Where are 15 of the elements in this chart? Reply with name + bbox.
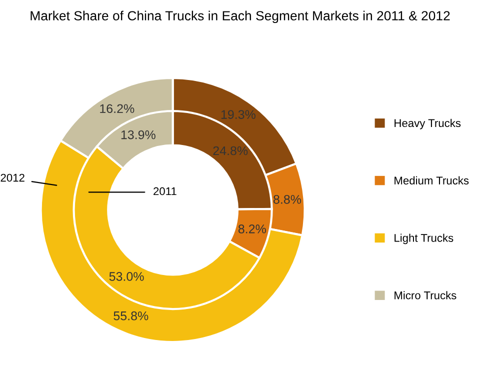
data-label: 13.9%	[121, 130, 156, 140]
data-label: 53.0%	[109, 272, 144, 281]
data-label: 24.8%	[213, 146, 248, 156]
legend-label: Light Trucks	[394, 234, 454, 244]
legend-label: Micro Trucks	[394, 291, 456, 300]
data-label: 8.2%	[238, 224, 266, 234]
data-label: 55.8%	[114, 311, 148, 320]
data-label: 16.2%	[100, 104, 134, 114]
data-label: 19.3%	[221, 110, 256, 119]
slice-label: 2012	[0, 174, 24, 182]
data-label: 8.8%	[274, 194, 302, 204]
legend-label: Heavy Trucks	[394, 118, 461, 130]
chart-title: Market Share of China Trucks in Each Segment Markets in 2011 & 2012	[30, 10, 450, 24]
legend-label: Medium Trucks	[394, 176, 469, 184]
slice-label: 2011	[154, 187, 176, 196]
